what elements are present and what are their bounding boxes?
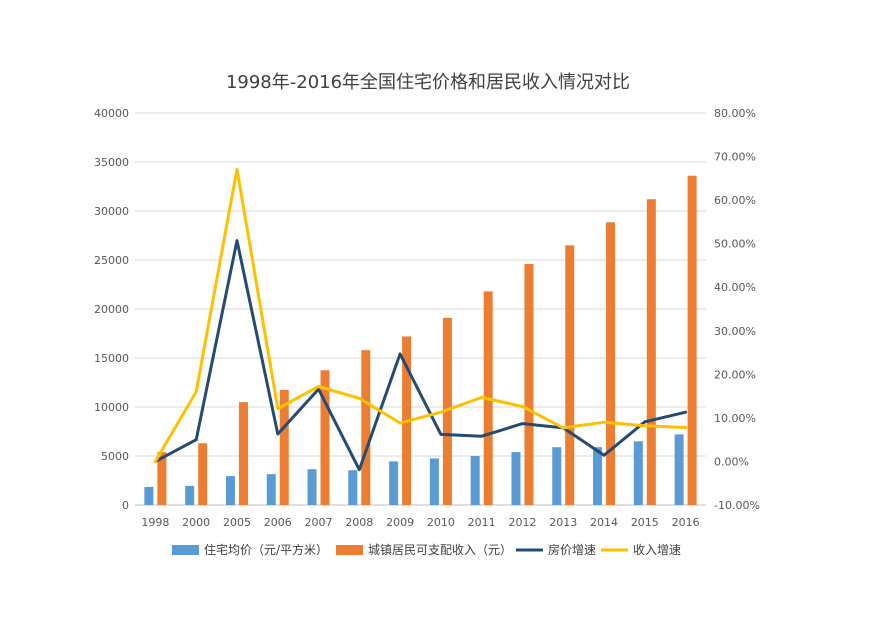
bar-house-price	[429, 458, 439, 505]
bar-income	[238, 402, 248, 505]
x-tick-label: 2007	[305, 516, 333, 529]
lines	[153, 167, 688, 472]
left-tick-label: 40000	[94, 107, 129, 120]
right-tick-label: -10.00%	[714, 499, 760, 512]
x-tick-label: 2012	[508, 516, 536, 529]
gridlines	[135, 112, 706, 506]
right-tick-label: 50.00%	[714, 238, 756, 251]
left-tick-label: 10000	[94, 401, 129, 414]
right-tick-label: 80.00%	[714, 107, 756, 120]
legend-swatch	[172, 545, 199, 555]
bar-house-price	[470, 456, 480, 505]
bar-income	[157, 452, 167, 505]
x-tick-label: 2010	[427, 516, 455, 529]
line-income-growth	[153, 167, 688, 463]
x-tick-label: 2008	[345, 516, 373, 529]
right-tick-label: 70.00%	[714, 151, 756, 164]
bar-house-price	[225, 476, 235, 505]
left-tick-label: 0	[122, 499, 129, 512]
legend-label: 住宅均价（元/平方米）	[204, 542, 328, 557]
bar-income	[606, 222, 616, 505]
x-tick-label: 2016	[672, 516, 700, 529]
bar-income	[565, 245, 575, 506]
bar-house-price	[144, 486, 154, 505]
x-tick-label: 2013	[549, 516, 577, 529]
bar-house-price	[389, 461, 399, 505]
bar-house-price	[348, 470, 358, 505]
line-price-growth	[153, 239, 688, 472]
right-tick-label: 30.00%	[714, 325, 756, 338]
left-tick-label: 20000	[94, 303, 129, 316]
x-tick-label: 2015	[631, 516, 659, 529]
legend-swatch	[336, 545, 363, 555]
x-tick-label: 1998	[141, 516, 169, 529]
bar-house-price	[307, 469, 317, 505]
left-tick-label: 5000	[101, 450, 129, 463]
right-tick-label: 10.00%	[714, 412, 756, 425]
chart-title: 1998年-2016年全国住宅价格和居民收入情况对比	[226, 72, 630, 93]
right-tick-label: 20.00%	[714, 368, 756, 381]
bar-house-price	[185, 485, 195, 505]
bar-income	[524, 263, 534, 505]
legend-label: 房价增速	[548, 542, 596, 557]
legend: 住宅均价（元/平方米） 城镇居民可支配收入（元） 房价增速 收入增速	[172, 542, 681, 557]
bar-income	[279, 389, 289, 505]
legend-label: 收入增速	[633, 543, 681, 557]
left-tick-label: 15000	[94, 352, 129, 365]
bar-house-price	[511, 452, 521, 505]
x-tick-label: 2000	[182, 516, 210, 529]
x-tick-label: 2011	[468, 516, 496, 529]
right-tick-label: 40.00%	[714, 281, 756, 294]
left-axis: 0 5000 10000 15000 20000 25000 30000 35000 40000	[94, 107, 129, 512]
right-tick-label: 0.00%	[714, 455, 749, 468]
x-tick-label: 2014	[590, 516, 618, 529]
bar-income	[361, 350, 371, 505]
bar-house-price	[633, 441, 643, 505]
x-tick-label: 2005	[223, 516, 251, 529]
bar-house-price	[266, 474, 276, 505]
right-axis: -10.00% 0.00% 10.00% 20.00% 30.00% 40.00% 50.0…	[714, 107, 760, 512]
left-tick-label: 30000	[94, 205, 129, 218]
legend-label: 城镇居民可支配收入（元）	[368, 543, 512, 557]
bar-income	[320, 370, 330, 505]
x-axis: 1998 2000 2005 2006 2007 2008 2009 2010 2011 2012…	[141, 516, 699, 529]
bar-house-price	[674, 434, 684, 505]
bar-income	[198, 443, 208, 505]
x-tick-label: 2006	[264, 516, 292, 529]
left-tick-label: 25000	[94, 254, 129, 267]
left-tick-label: 35000	[94, 156, 129, 169]
bar-income	[687, 175, 697, 505]
right-tick-label: 60.00%	[714, 194, 756, 207]
x-tick-label: 2009	[386, 516, 414, 529]
bar-income	[646, 199, 656, 506]
bar-house-price	[552, 447, 562, 505]
bar-house-price	[593, 447, 603, 505]
